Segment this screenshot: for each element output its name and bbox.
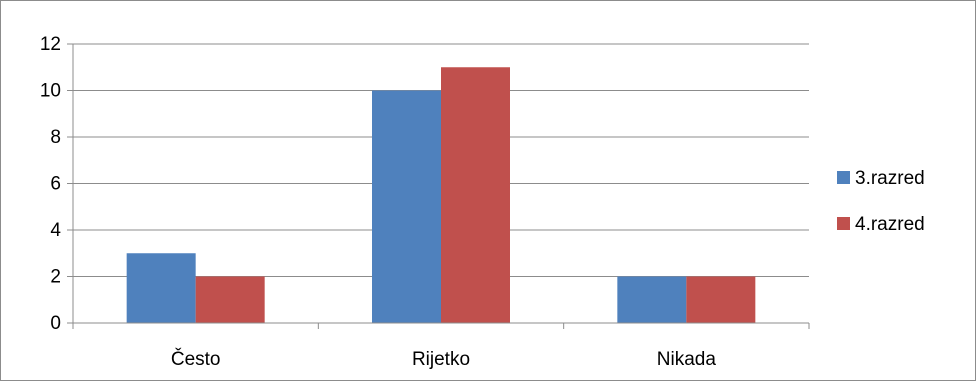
- bar-4-razred-1: [441, 67, 510, 323]
- legend: 3.razred 4.razred: [837, 168, 925, 235]
- axes: [67, 43, 810, 329]
- y-tick-labels: 0 2 4 6 8 10 12: [40, 34, 62, 334]
- legend-label: 3.razred: [855, 168, 925, 189]
- legend-label: 4.razred: [855, 214, 925, 235]
- y-tick-label: 6: [50, 174, 61, 195]
- bars: [126, 67, 756, 323]
- bar-4-razred-2: [686, 276, 756, 323]
- y-tick-label: 12: [40, 34, 61, 55]
- x-category-labels: Često Rijetko Nikada: [171, 348, 716, 370]
- x-category-label: Rijetko: [412, 349, 470, 370]
- legend-swatch: [837, 217, 850, 230]
- bar-4-razred-0: [195, 276, 265, 323]
- bar-3-razred-2: [617, 276, 687, 323]
- y-tick-label: 2: [50, 267, 61, 288]
- y-tick-label: 10: [40, 81, 61, 102]
- bar-3-razred-0: [126, 253, 196, 323]
- legend-swatch: [837, 171, 850, 184]
- y-tick-label: 0: [50, 313, 61, 334]
- y-tick-label: 4: [50, 220, 61, 241]
- x-category-label: Često: [171, 348, 221, 370]
- bar-3-razred-1: [372, 90, 441, 323]
- x-category-label: Nikada: [657, 349, 717, 370]
- y-tick-label: 8: [50, 127, 61, 148]
